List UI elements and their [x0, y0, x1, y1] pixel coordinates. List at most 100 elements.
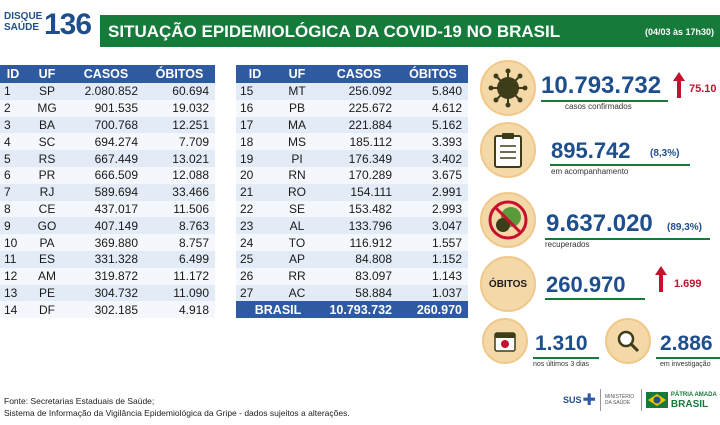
table-row: 7 RJ 589.694 33.466 — [0, 183, 215, 201]
brasil-text: BRASIL — [670, 399, 709, 410]
cell-id: 26 — [236, 267, 274, 285]
cell-casos: 901.535 — [68, 99, 144, 117]
cell-id: 19 — [236, 150, 274, 167]
cell-casos: 154.111 — [320, 183, 398, 201]
cell-uf: BA — [26, 116, 68, 134]
cell-obitos: 1.037 — [398, 284, 468, 302]
table-row: 26 RR 83.097 1.143 — [236, 267, 468, 285]
cell-uf: SE — [274, 200, 320, 218]
cell-casos: 83.097 — [320, 267, 398, 285]
logo-number: 136 — [44, 8, 92, 41]
confirmed-underline — [541, 100, 668, 102]
cell-uf: PB — [274, 99, 320, 117]
table-row: 17 MA 221.884 5.162 — [236, 116, 468, 134]
cell-id: 2 — [0, 99, 26, 117]
col-uf: UF — [274, 65, 320, 83]
states-table-left: ID UF CASOS ÓBITOS 1 SP 2.080.852 60.694 2 MG… — [0, 65, 215, 319]
acompanhamento-pct: (8,3%) — [650, 148, 680, 159]
cell-obitos: 3.047 — [398, 217, 468, 235]
cell-id: 12 — [0, 267, 26, 285]
cell-id: 24 — [236, 234, 274, 251]
cell-obitos: 1.152 — [398, 250, 468, 268]
table-row: 27 AC 58.884 1.037 — [236, 284, 468, 302]
cell-casos: 221.884 — [320, 116, 398, 134]
cell-id: 3 — [0, 116, 26, 134]
total-label: BRASIL — [236, 301, 320, 319]
cell-uf: RJ — [26, 183, 68, 201]
states-table-right: ID UF CASOS ÓBITOS 15 MT 256.092 5.840 16 PB 2… — [236, 65, 468, 319]
table-row: 18 MS 185.112 3.393 — [236, 133, 468, 151]
cell-casos: 153.482 — [320, 200, 398, 218]
recuperados-pct: (89,3%) — [667, 222, 703, 233]
cell-id: 18 — [236, 133, 274, 151]
cell-uf: TO — [274, 234, 320, 251]
confirmed-label: casos confirmados — [565, 102, 632, 111]
col-obitos: ÓBITOS — [398, 65, 468, 83]
cell-obitos: 12.251 — [144, 116, 215, 134]
cell-id: 1 — [0, 83, 26, 100]
cell-obitos: 5.840 — [398, 83, 468, 100]
investigacao-underline — [656, 357, 720, 359]
cell-obitos: 60.694 — [144, 83, 215, 100]
table-row: 15 MT 256.092 5.840 — [236, 83, 468, 100]
investigacao-value: 2.886 — [660, 332, 713, 355]
table-row: 20 RN 170.289 3.675 — [236, 166, 468, 184]
table-header-row: ID UF CASOS ÓBITOS — [0, 65, 215, 83]
cell-obitos: 7.709 — [144, 133, 215, 151]
table-row: 11 ES 331.328 6.499 — [0, 250, 215, 268]
patria-amada-text: PÁTRIA AMADA — [670, 392, 717, 398]
sus-cross-icon: ✚ — [582, 392, 596, 409]
disque-saude-logo: DISQUE SAÚDE 136 — [4, 8, 92, 42]
cell-uf: RR — [274, 267, 320, 285]
cell-uf: RN — [274, 166, 320, 184]
footer-line2: Sistema de Informação da Vigilância Epid… — [4, 408, 350, 418]
cell-obitos: 2.993 — [398, 200, 468, 218]
cell-casos: 589.694 — [68, 183, 144, 201]
cell-uf: MA — [274, 116, 320, 134]
table-row: 24 TO 116.912 1.557 — [236, 234, 468, 251]
total-casos: 10.793.732 — [320, 301, 398, 319]
table-row: 25 AP 84.808 1.152 — [236, 250, 468, 268]
cell-id: 20 — [236, 166, 274, 184]
cell-obitos: 13.021 — [144, 150, 215, 167]
cell-id: 17 — [236, 116, 274, 134]
col-casos: CASOS — [320, 65, 398, 83]
table-row: 19 PI 176.349 3.402 — [236, 150, 468, 167]
cell-obitos: 8.763 — [144, 217, 215, 235]
cell-uf: MS — [274, 133, 320, 151]
table-row: 14 DF 302.185 4.918 — [0, 301, 215, 319]
cell-casos: 256.092 — [320, 83, 398, 100]
cell-id: 21 — [236, 183, 274, 201]
cell-uf: RS — [26, 150, 68, 167]
cell-id: 14 — [0, 301, 26, 319]
table-row: 9 GO 407.149 8.763 — [0, 217, 215, 235]
acompanhamento-value: 895.742 — [551, 138, 631, 163]
cell-id: 4 — [0, 133, 26, 151]
title-banner: SITUAÇÃO EPIDEMIOLÓGICA DA COVID-19 NO B… — [100, 15, 720, 47]
cell-uf: GO — [26, 217, 68, 235]
cell-id: 13 — [0, 284, 26, 302]
cell-uf: PR — [26, 166, 68, 184]
col-id: ID — [0, 65, 26, 83]
recuperados-value: 9.637.020 — [546, 210, 653, 237]
total-obitos: 260.970 — [398, 301, 468, 319]
cell-id: 22 — [236, 200, 274, 218]
magnifier-icon — [605, 318, 651, 364]
ultimos3-value: 1.310 — [535, 332, 588, 355]
cell-uf: MT — [274, 83, 320, 100]
cell-obitos: 3.393 — [398, 133, 468, 151]
cell-uf: SP — [26, 83, 68, 100]
table-header-row: ID UF CASOS ÓBITOS — [236, 65, 468, 83]
cell-casos: 116.912 — [320, 234, 398, 251]
table-row: 22 SE 153.482 2.993 — [236, 200, 468, 218]
ultimos3-label: nos últimos 3 dias — [533, 361, 590, 368]
table-row: 16 PB 225.672 4.612 — [236, 99, 468, 117]
cell-obitos: 1.557 — [398, 234, 468, 251]
cell-casos: 2.080.852 — [68, 83, 144, 100]
cell-id: 15 — [236, 83, 274, 100]
acompanhamento-label: em acompanhamento — [551, 167, 629, 176]
cell-obitos: 4.918 — [144, 301, 215, 319]
acompanhamento-underline — [550, 164, 690, 166]
clipboard-icon — [480, 122, 536, 178]
cell-id: 7 — [0, 183, 26, 201]
